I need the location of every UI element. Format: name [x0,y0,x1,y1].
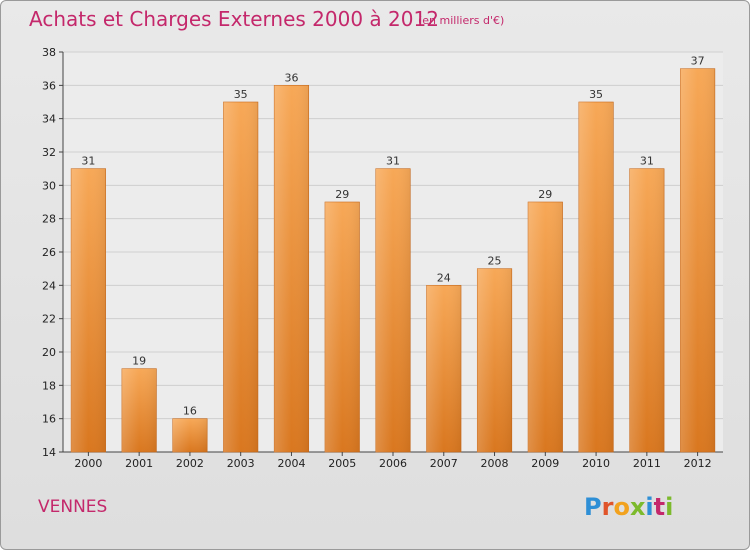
y-tick-label: 36 [42,79,56,92]
value-label: 24 [437,271,451,284]
bar-shine [223,102,258,452]
y-tick-label: 22 [42,313,56,326]
x-tick-label: 2003 [227,457,255,470]
bar-shine [578,102,614,452]
bar-shine [629,168,665,452]
value-label: 31 [386,155,400,168]
value-label: 29 [335,188,349,201]
bar-shine [172,418,208,452]
value-label: 16 [183,405,197,418]
y-tick-label: 14 [42,446,56,459]
y-tick-label: 20 [42,346,56,359]
commune-name: VENNES [38,497,108,517]
value-label: 25 [488,255,502,268]
bar-shine [71,168,106,452]
value-label: 36 [284,71,298,84]
x-tick-label: 2002 [176,457,204,470]
value-label: 35 [589,88,603,101]
value-label: 37 [691,55,705,68]
x-tick-label: 2006 [379,457,407,470]
y-tick-label: 18 [42,379,56,392]
value-label: 35 [234,88,248,101]
y-tick-label: 34 [42,113,56,126]
y-tick-label: 32 [42,146,56,159]
y-tick-label: 24 [42,279,56,292]
x-tick-label: 2004 [277,457,305,470]
x-tick-label: 2012 [684,457,712,470]
x-tick-label: 2001 [125,457,153,470]
y-tick-label: 26 [42,246,56,259]
x-tick-label: 2005 [328,457,356,470]
bar-shine [426,285,462,452]
proxiti-logo: Proxiti [584,493,674,521]
chart-title: Achats et Charges Externes 2000 à 2012 [29,7,439,31]
bar-shine [121,368,157,452]
x-tick-label: 2008 [481,457,509,470]
bar-shine [274,85,309,452]
y-tick-label: 16 [42,413,56,426]
y-tick-label: 30 [42,179,56,192]
value-label: 29 [538,188,552,201]
value-label: 31 [640,155,654,168]
y-tick-label: 28 [42,213,56,226]
x-tick-label: 2009 [531,457,559,470]
x-tick-label: 2011 [633,457,661,470]
y-tick-label: 38 [42,46,56,59]
bar-shine [324,202,360,452]
x-tick-label: 2010 [582,457,610,470]
bar-shine [680,68,715,453]
bar-shine [528,202,563,452]
value-label: 19 [132,355,146,368]
bar-shine [375,168,411,452]
x-tick-label: 2000 [74,457,102,470]
chart-subtitle: (en milliers d'€) [418,14,505,27]
value-label: 31 [81,155,95,168]
x-tick-label: 2007 [430,457,458,470]
bar-shine [477,268,512,452]
